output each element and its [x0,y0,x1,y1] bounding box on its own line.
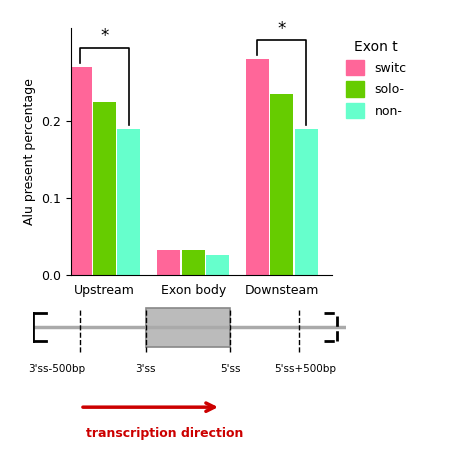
Text: *: * [278,20,286,38]
Legend: switc, solo-, non-: switc, solo-, non- [341,35,411,123]
Text: *: * [100,27,109,46]
Text: 3'ss: 3'ss [136,364,156,374]
Bar [182,250,205,275]
Bar [270,94,293,275]
Bar [295,128,318,275]
Text: Downsteam: Downsteam [245,284,319,297]
Text: Upstream: Upstream [74,284,135,297]
Bar [93,101,116,275]
Text: 5'ss: 5'ss [220,364,240,374]
Bar [206,255,229,275]
Text: 5'ss+500bp: 5'ss+500bp [274,364,337,374]
Bar [68,67,91,275]
Y-axis label: Alu present percentage: Alu present percentage [23,78,36,225]
Bar [117,128,140,275]
Text: Exon body: Exon body [161,284,226,297]
Text: transcription direction: transcription direction [86,428,243,440]
Text: 3'ss-500bp: 3'ss-500bp [28,364,85,374]
Bar [157,249,180,275]
Bar [246,59,269,275]
Bar [146,308,230,347]
